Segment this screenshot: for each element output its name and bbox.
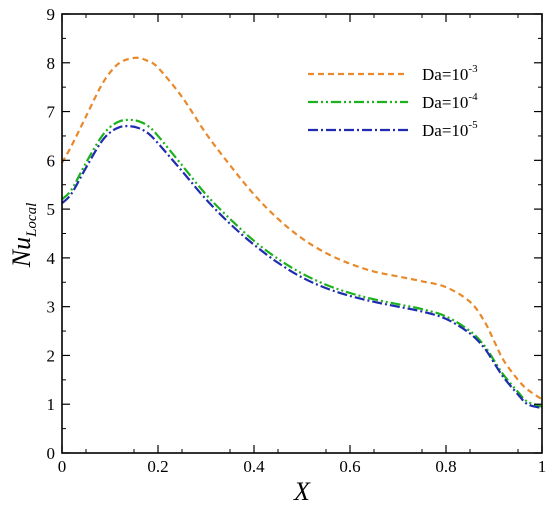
x-tick-label: 0.6 bbox=[339, 457, 360, 476]
y-tick-label: 8 bbox=[47, 54, 56, 73]
y-tick-label: 5 bbox=[47, 200, 56, 219]
series-line-1 bbox=[61, 56, 543, 401]
y-tick-label: 4 bbox=[47, 249, 56, 268]
x-tick-label: 0 bbox=[58, 457, 67, 476]
y-axis-title: NuLocal bbox=[7, 203, 40, 269]
x-tick-label: 1 bbox=[538, 457, 547, 476]
y-tick-label: 9 bbox=[47, 5, 56, 24]
y-tick-label: 3 bbox=[47, 298, 56, 317]
y-axis-title-main: Nu bbox=[7, 237, 36, 268]
y-tick-label: 7 bbox=[47, 103, 56, 122]
y-tick-label: 2 bbox=[47, 346, 56, 365]
y-tick-label: 0 bbox=[47, 444, 56, 463]
series-line-3 bbox=[61, 125, 543, 410]
x-tick-label: 0.2 bbox=[147, 457, 168, 476]
legend-label-2: Da=10-4 bbox=[422, 91, 478, 112]
legend-label-3: Da=10-5 bbox=[422, 119, 478, 140]
plot-lines bbox=[61, 56, 543, 410]
x-tick-label: 0.4 bbox=[243, 457, 265, 476]
svg-text:NuLocal: NuLocal bbox=[7, 203, 40, 269]
ticks: 0 0.2 0.4 0.6 0.8 1 0 1 2 3 4 5 6 7 8 9 bbox=[47, 5, 547, 476]
axes bbox=[61, 13, 543, 454]
x-tick-label: 0.8 bbox=[435, 457, 456, 476]
y-axis-title-sub: Local bbox=[24, 203, 40, 238]
x-axis-title: X bbox=[293, 477, 311, 506]
legend-label-1: Da=10-3 bbox=[422, 63, 478, 84]
y-tick-label: 1 bbox=[47, 395, 56, 414]
series-line-2 bbox=[61, 118, 543, 408]
plot-frame bbox=[61, 13, 543, 454]
y-tick-label: 6 bbox=[47, 151, 56, 170]
legend: Da=10-3 Da=10-4 Da=10-5 bbox=[308, 63, 478, 140]
